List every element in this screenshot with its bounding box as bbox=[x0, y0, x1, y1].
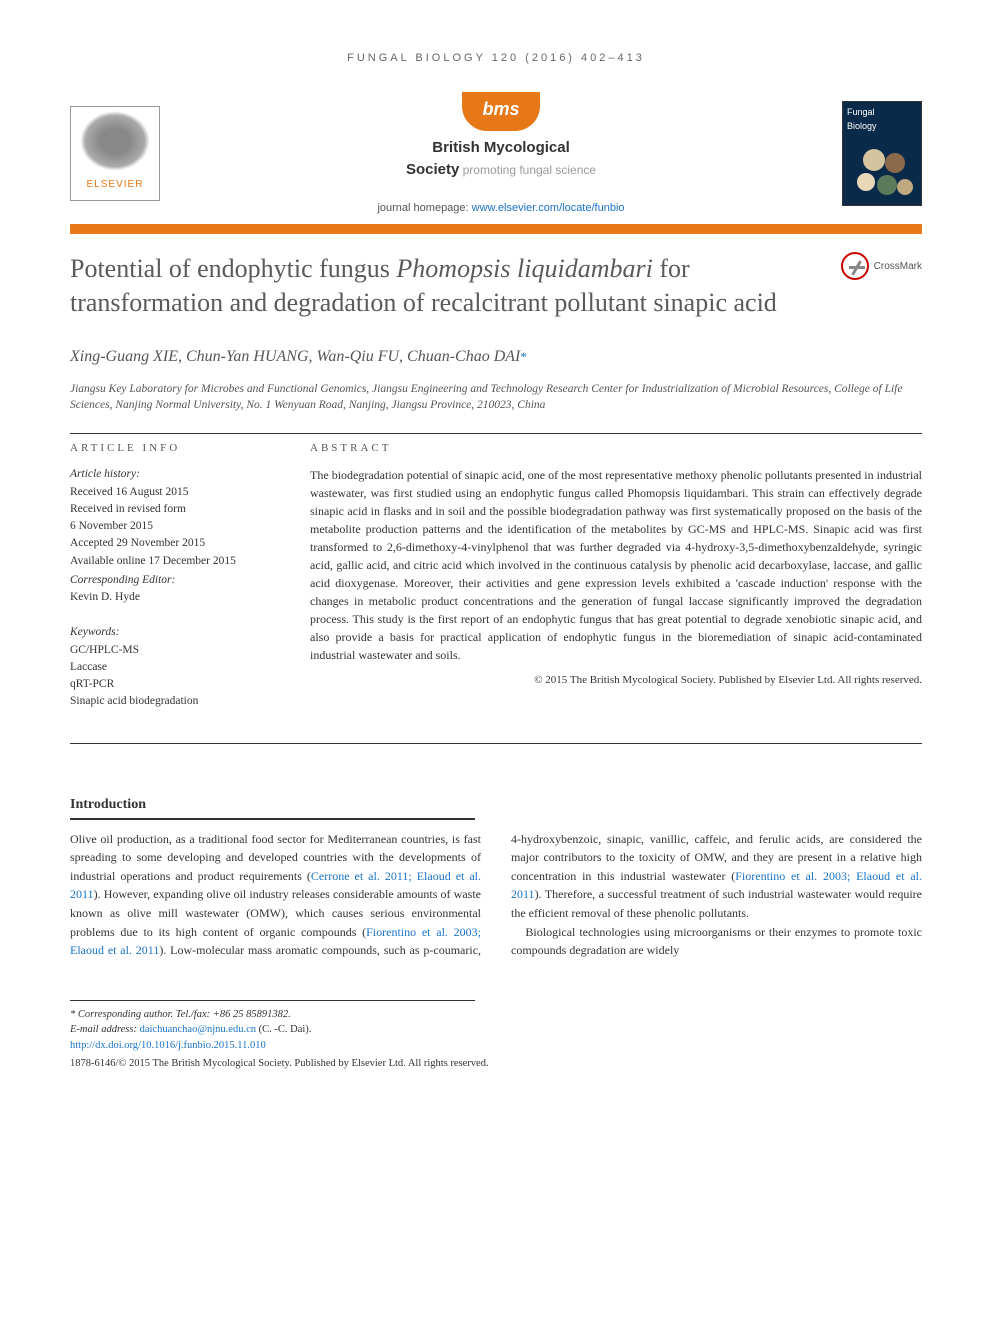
editor-name: Kevin D. Hyde bbox=[70, 589, 280, 606]
society-name: British Mycological Society promoting fu… bbox=[160, 137, 842, 182]
masthead: ELSEVIER bms British Mycological Society… bbox=[70, 92, 922, 217]
society-line2: Society bbox=[406, 161, 459, 178]
bms-logo-icon: bms bbox=[462, 92, 539, 131]
homepage-line: journal homepage: www.elsevier.com/locat… bbox=[160, 200, 842, 217]
title-pre: Potential of endophytic fungus bbox=[70, 254, 396, 283]
article-info-label: ARTICLE INFO bbox=[70, 440, 280, 457]
keywords-block: Keywords: GC/HPLC-MS Laccase qRT-PCR Sin… bbox=[70, 624, 280, 710]
running-head: FUNGAL BIOLOGY 120 (2016) 402–413 bbox=[70, 50, 922, 67]
history-revised-date: 6 November 2015 bbox=[70, 518, 280, 535]
intro-text: ). Therefore, a successful treatment of … bbox=[511, 887, 922, 920]
keywords-hdr: Keywords: bbox=[70, 624, 280, 641]
email-label: E-mail address: bbox=[70, 1024, 140, 1035]
abstract-copyright: © 2015 The British Mycological Society. … bbox=[310, 672, 922, 689]
affiliation: Jiangsu Key Laboratory for Microbes and … bbox=[70, 381, 922, 413]
crossmark-icon bbox=[841, 252, 869, 280]
citation-link[interactable]: et al. 2011 bbox=[108, 943, 160, 957]
article-history: Article history: Received 16 August 2015… bbox=[70, 466, 280, 606]
society-line1: British Mycological bbox=[432, 139, 570, 156]
keyword: Sinapic acid biodegradation bbox=[70, 693, 280, 710]
history-hdr: Article history: bbox=[70, 466, 280, 483]
issn-copyright: 1878-6146/© 2015 The British Mycological… bbox=[70, 1056, 922, 1072]
crossmark-badge[interactable]: CrossMark bbox=[841, 252, 922, 280]
title-species: Phomopsis liquidambari bbox=[396, 254, 652, 283]
intro-rule bbox=[70, 818, 475, 820]
cover-title-top: Fungal bbox=[847, 106, 917, 120]
email-link[interactable]: daichuanchao@njnu.edu.cn bbox=[140, 1024, 256, 1035]
doi-link[interactable]: http://dx.doi.org/10.1016/j.funbio.2015.… bbox=[70, 1040, 266, 1051]
editor-hdr: Corresponding Editor: bbox=[70, 572, 280, 589]
history-online: Available online 17 December 2015 bbox=[70, 553, 280, 570]
email-line: E-mail address: daichuanchao@njnu.edu.cn… bbox=[70, 1022, 475, 1038]
history-accepted: Accepted 29 November 2015 bbox=[70, 535, 280, 552]
keyword: qRT-PCR bbox=[70, 676, 280, 693]
intro-para-2: Biological technologies using microorgan… bbox=[511, 923, 922, 960]
introduction-section: Introduction Olive oil production, as a … bbox=[70, 794, 922, 960]
article-title: Potential of endophytic fungus Phomopsis… bbox=[70, 252, 841, 320]
abstract-text: The biodegradation potential of sinapic … bbox=[310, 466, 922, 664]
email-tail: (C. -C. Dai). bbox=[256, 1024, 311, 1035]
keyword: GC/HPLC-MS bbox=[70, 642, 280, 659]
rule-top bbox=[70, 433, 922, 434]
keyword: Laccase bbox=[70, 659, 280, 676]
society-tagline: promoting fungal science bbox=[459, 163, 596, 177]
journal-cover-thumbnail: Fungal Biology bbox=[842, 101, 922, 206]
accent-divider bbox=[70, 224, 922, 234]
elsevier-logo: ELSEVIER bbox=[70, 106, 160, 201]
crossmark-label: CrossMark bbox=[874, 259, 922, 274]
elsevier-label: ELSEVIER bbox=[87, 177, 144, 192]
history-revised-label: Received in revised form bbox=[70, 501, 280, 518]
corresponding-author-note: * Corresponding author. Tel./fax: +86 25… bbox=[70, 1007, 475, 1023]
cover-title-bottom: Biology bbox=[847, 120, 917, 134]
authors: Xing-Guang XIE, Chun-Yan HUANG, Wan-Qiu … bbox=[70, 348, 520, 365]
society-branding: bms British Mycological Society promotin… bbox=[160, 92, 842, 217]
history-received: Received 16 August 2015 bbox=[70, 484, 280, 501]
authors-line: Xing-Guang XIE, Chun-Yan HUANG, Wan-Qiu … bbox=[70, 345, 922, 369]
abstract-column: ABSTRACT The biodegradation potential of… bbox=[310, 440, 922, 729]
abstract-label: ABSTRACT bbox=[310, 440, 922, 457]
footnotes: * Corresponding author. Tel./fax: +86 25… bbox=[70, 1000, 475, 1054]
intro-heading: Introduction bbox=[70, 794, 922, 815]
intro-body: Olive oil production, as a traditional f… bbox=[70, 830, 922, 960]
homepage-label: journal homepage: bbox=[377, 202, 471, 214]
homepage-link[interactable]: www.elsevier.com/locate/funbio bbox=[472, 202, 625, 214]
rule-bottom bbox=[70, 743, 922, 744]
article-info-column: ARTICLE INFO Article history: Received 1… bbox=[70, 440, 280, 729]
corr-marker: * bbox=[520, 349, 527, 364]
elsevier-tree-icon bbox=[80, 111, 150, 171]
